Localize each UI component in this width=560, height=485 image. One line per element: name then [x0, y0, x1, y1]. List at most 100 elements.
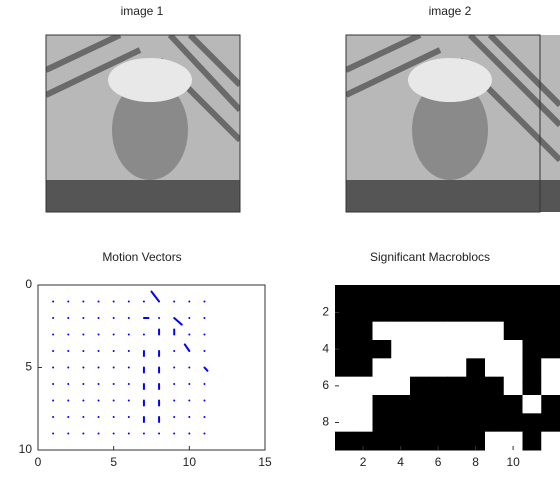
- x-tick-label: 15: [258, 455, 272, 469]
- macroblock: [335, 285, 355, 304]
- macroblock: [447, 413, 467, 433]
- y-tick-label: 2: [322, 305, 329, 319]
- macroblock: [372, 285, 392, 304]
- macroblock: [541, 285, 560, 304]
- y-tick-label: 6: [322, 378, 329, 392]
- macroblock: [447, 321, 467, 341]
- macroblock: [541, 376, 560, 396]
- macroblock: [428, 395, 448, 414]
- macroblock: [428, 376, 448, 396]
- macroblock: [503, 395, 523, 414]
- macroblock: [335, 431, 355, 451]
- macroblock: [447, 285, 467, 304]
- y-tick-label: 8: [322, 415, 329, 429]
- macroblock: [353, 413, 373, 433]
- macroblock: [353, 285, 373, 304]
- macroblock: [335, 395, 355, 414]
- macroblock: [335, 376, 355, 396]
- macroblock: [335, 358, 355, 378]
- macroblock: [335, 340, 355, 359]
- macroblock: [503, 321, 523, 341]
- macroblock: [447, 395, 467, 414]
- macroblock: [485, 321, 505, 341]
- macroblock: [410, 431, 430, 451]
- macroblock: [541, 395, 560, 414]
- macroblock: [541, 431, 560, 451]
- macroblock: [353, 303, 373, 323]
- macroblock: [522, 321, 542, 341]
- macroblock: [428, 321, 448, 341]
- motion-vector: [150, 290, 161, 303]
- axes-frame: [45, 34, 241, 213]
- macroblock: [372, 321, 392, 341]
- macroblock: [522, 285, 542, 304]
- macroblock: [410, 321, 430, 341]
- macroblock: [485, 340, 505, 359]
- macroblock: [466, 395, 486, 414]
- macroblock: [391, 358, 411, 378]
- y-tick-label: 0: [25, 277, 32, 291]
- macroblock: [485, 413, 505, 433]
- macroblock: [522, 431, 542, 451]
- macroblock: [372, 303, 392, 323]
- axes-background: [38, 285, 265, 450]
- macroblock: [466, 321, 486, 341]
- macroblock: [353, 395, 373, 414]
- macroblock: [410, 413, 430, 433]
- macroblock: [485, 285, 505, 304]
- macroblock: [466, 413, 486, 433]
- macroblock: [522, 358, 542, 378]
- macroblock: [503, 303, 523, 323]
- macroblock: [335, 303, 355, 323]
- macroblock: [541, 358, 560, 378]
- x-tick-label: 10: [183, 455, 197, 469]
- x-tick-label: 10: [506, 455, 520, 469]
- macroblock: [428, 431, 448, 451]
- macroblock: [335, 413, 355, 433]
- macroblock: [353, 358, 373, 378]
- macroblock: [503, 358, 523, 378]
- macroblock: [541, 303, 560, 323]
- macroblock: [391, 303, 411, 323]
- macroblock: [391, 321, 411, 341]
- macroblock: [485, 303, 505, 323]
- macroblock: [466, 303, 486, 323]
- macroblock: [503, 340, 523, 359]
- subplot-title: Significant Macroblocs: [370, 250, 490, 264]
- macroblock: [372, 358, 392, 378]
- x-tick-label: 8: [472, 455, 479, 469]
- macroblock: [372, 376, 392, 396]
- macroblock: [485, 358, 505, 378]
- x-tick-label: 5: [110, 455, 117, 469]
- macroblock: [447, 303, 467, 323]
- macroblock: [503, 376, 523, 396]
- macroblock: [372, 431, 392, 451]
- macroblock: [410, 285, 430, 304]
- macroblock: [410, 395, 430, 414]
- macroblock: [391, 431, 411, 451]
- macroblock: [410, 340, 430, 359]
- motion-vector: [173, 317, 183, 326]
- macroblock: [410, 376, 430, 396]
- macroblock: [353, 376, 373, 396]
- macroblock: [447, 358, 467, 378]
- macroblock: [372, 395, 392, 414]
- macroblock: [428, 413, 448, 433]
- y-tick-label: 10: [19, 442, 33, 456]
- macroblock: [466, 340, 486, 359]
- photo: [46, 35, 240, 212]
- axes-frame: [345, 34, 541, 213]
- photo: [346, 35, 560, 212]
- x-tick-label: 6: [435, 455, 442, 469]
- macroblock: [410, 303, 430, 323]
- macroblock: [466, 358, 486, 378]
- macroblock: [410, 358, 430, 378]
- macroblock: [428, 285, 448, 304]
- macroblock: [541, 413, 560, 433]
- macroblock: [391, 395, 411, 414]
- macroblock: [466, 431, 486, 451]
- subplot-title: Motion Vectors: [102, 250, 181, 264]
- macroblock: [466, 376, 486, 396]
- macroblock: [353, 340, 373, 359]
